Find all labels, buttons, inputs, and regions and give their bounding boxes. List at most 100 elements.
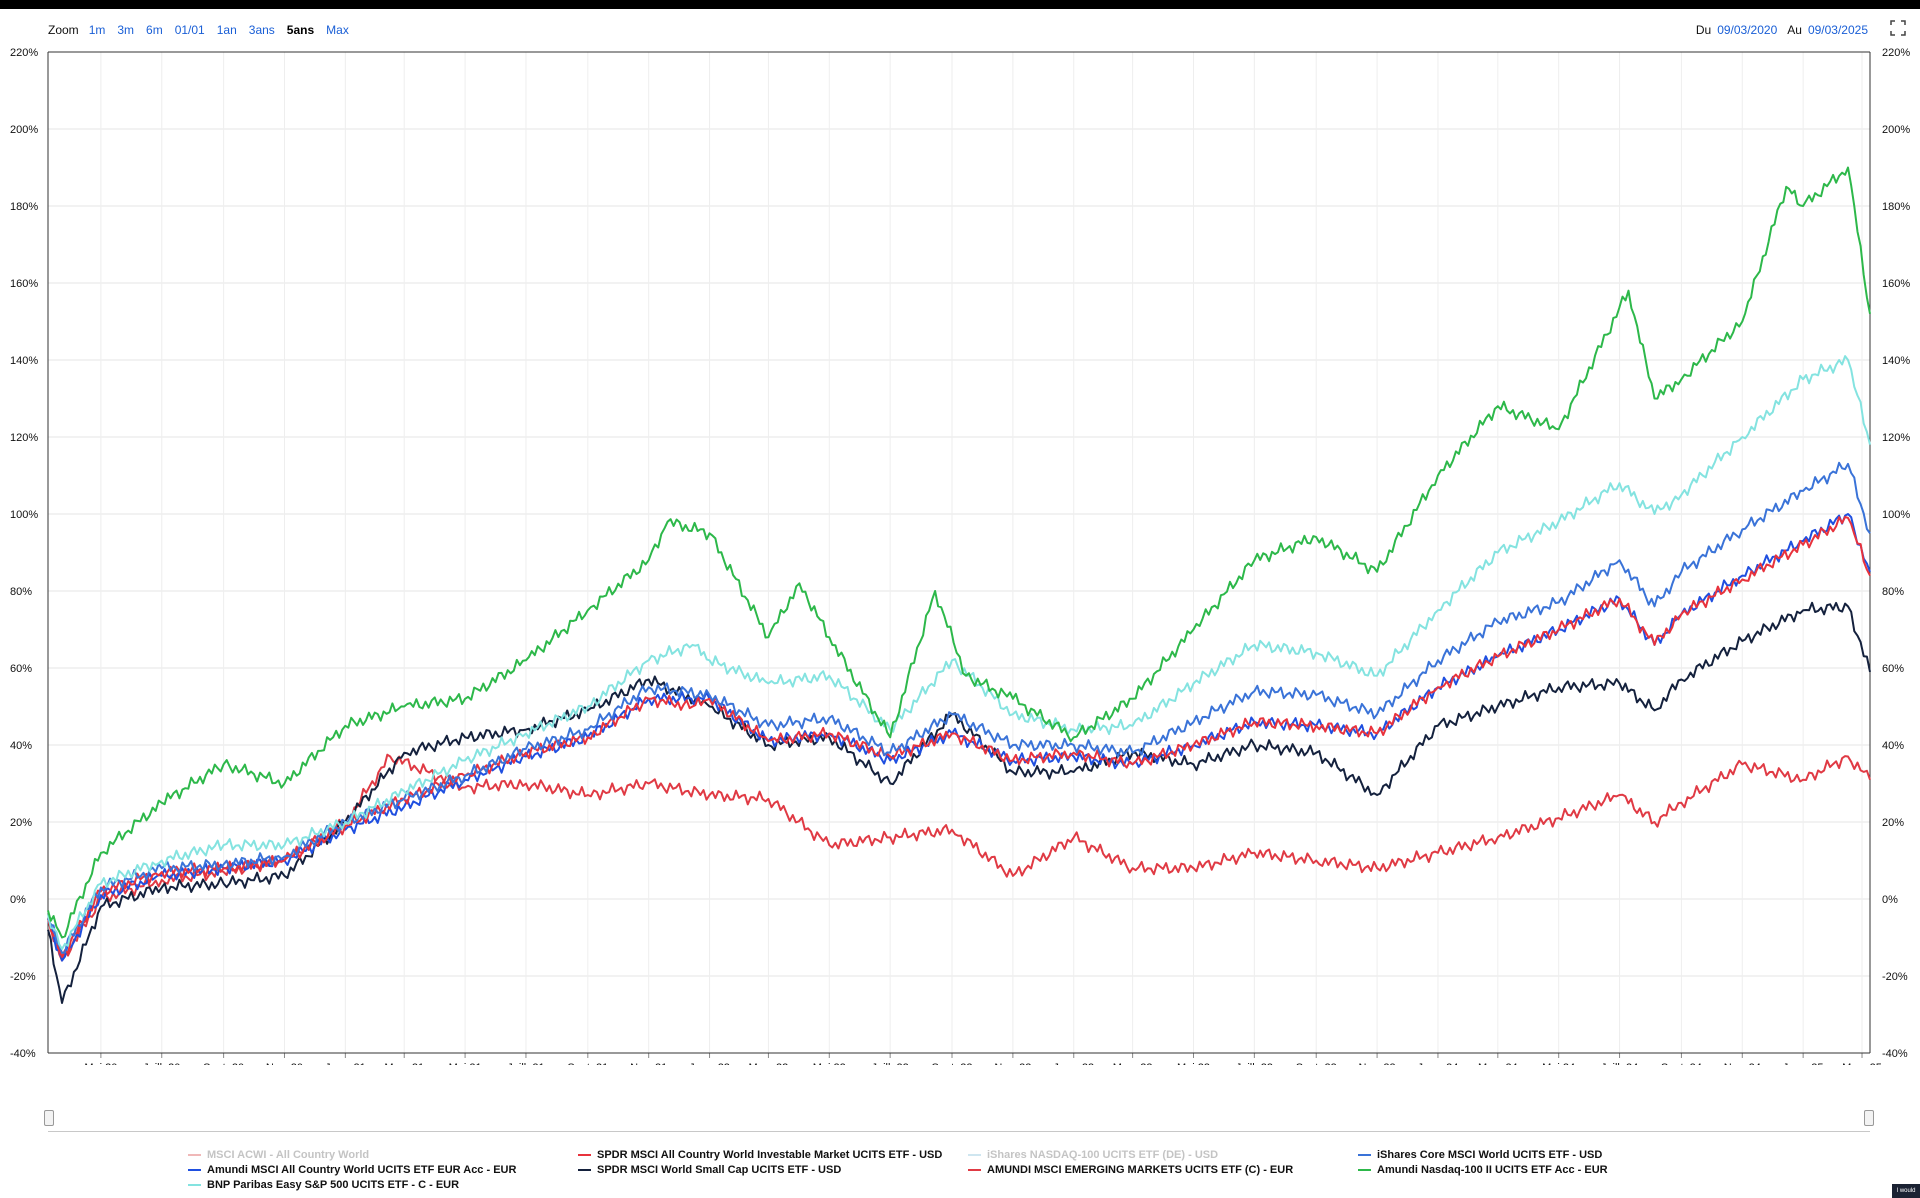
x-tick-label: Nov. 24 bbox=[1724, 1062, 1761, 1065]
x-tick-label: Nov. 22 bbox=[994, 1062, 1031, 1065]
y-tick-label-left: 40% bbox=[10, 740, 32, 752]
series-line bbox=[47, 513, 1871, 962]
x-tick-label: Juill. 24 bbox=[1601, 1062, 1638, 1065]
y-tick-label-right: 220% bbox=[1882, 47, 1910, 59]
to-label: Au bbox=[1787, 23, 1802, 37]
y-tick-label-left: 0% bbox=[10, 894, 26, 906]
y-tick-label-right: 80% bbox=[1882, 586, 1904, 598]
to-date-input[interactable]: 09/03/2025 bbox=[1807, 23, 1868, 37]
x-tick-label: Nov. 20 bbox=[266, 1062, 303, 1065]
y-tick-label-right: 100% bbox=[1882, 509, 1910, 521]
y-tick-label-right: 60% bbox=[1882, 663, 1904, 675]
x-tick-label: Sept. 20 bbox=[203, 1062, 244, 1065]
y-tick-label-right: 20% bbox=[1882, 817, 1904, 829]
chart-legend: MSCI ACWI - All Country World SPDR MSCI … bbox=[188, 1148, 1748, 1192]
x-tick-label: Mai 22 bbox=[813, 1062, 846, 1065]
zoom-1an-button[interactable]: 1an bbox=[216, 23, 237, 37]
y-tick-label-right: 0% bbox=[1882, 894, 1898, 906]
series-line bbox=[47, 461, 1871, 954]
y-tick-label-left: 220% bbox=[10, 47, 38, 59]
legend-swatch bbox=[188, 1169, 201, 1171]
range-navigator[interactable] bbox=[44, 1105, 1874, 1132]
legend-label: BNP Paribas Easy S&P 500 UCITS ETF - C -… bbox=[207, 1179, 460, 1191]
y-tick-label-right: -20% bbox=[1882, 971, 1908, 983]
series-line bbox=[47, 515, 1871, 958]
legend-item-spdr-small-cap[interactable]: SPDR MSCI World Small Cap UCITS ETF - US… bbox=[578, 1163, 968, 1177]
x-tick-label: Mars 24 bbox=[1478, 1062, 1518, 1065]
x-tick-label: Nov. 23 bbox=[1359, 1062, 1396, 1065]
performance-chart: 220% 220% 200% 200% 180% 180% 160% 160% 140% 140%… bbox=[10, 47, 1910, 1065]
legend-label: iShares Core MSCI World UCITS ETF - USD bbox=[1377, 1149, 1603, 1161]
y-tick-label-right: 180% bbox=[1882, 201, 1910, 213]
x-tick-label: Sept. 22 bbox=[932, 1062, 973, 1065]
navigator-right-handle[interactable] bbox=[1864, 1110, 1874, 1126]
zoom-3ans-button[interactable]: 3ans bbox=[248, 23, 275, 37]
y-tick-label-left: 180% bbox=[10, 201, 38, 213]
from-date-input[interactable]: 09/03/2020 bbox=[1717, 23, 1778, 37]
zoom-5ans-button[interactable]: 5ans bbox=[286, 23, 315, 37]
navigator-left-handle[interactable] bbox=[44, 1110, 54, 1126]
zoom-ytd-button[interactable]: 01/01 bbox=[174, 23, 205, 37]
legend-label: SPDR MSCI All Country World Investable M… bbox=[597, 1149, 943, 1161]
zoom-1m-button[interactable]: 1m bbox=[88, 23, 106, 37]
x-tick-label: Mai 20 bbox=[84, 1062, 117, 1065]
legend-label: Amundi Nasdaq-100 II UCITS ETF Acc - EUR bbox=[1377, 1164, 1608, 1176]
x-tick-label: Juill. 23 bbox=[1236, 1062, 1273, 1065]
x-tick-label: Janv. 24 bbox=[1418, 1062, 1459, 1065]
legend-swatch bbox=[578, 1169, 591, 1171]
legend-item-ishares-core-world[interactable]: iShares Core MSCI World UCITS ETF - USD bbox=[1358, 1148, 1748, 1162]
x-tick-label: Mars 23 bbox=[1113, 1062, 1153, 1065]
x-tick-label: Sept. 24 bbox=[1661, 1062, 1702, 1065]
zoom-3m-button[interactable]: 3m bbox=[117, 23, 135, 37]
x-tick-label: Mai 24 bbox=[1542, 1062, 1575, 1065]
y-tick-label-left: 80% bbox=[10, 586, 32, 598]
legend-item-bnp-sp500[interactable]: BNP Paribas Easy S&P 500 UCITS ETF - C -… bbox=[188, 1178, 578, 1192]
y-tick-label-right: -40% bbox=[1882, 1048, 1908, 1060]
legend-item-amundi-nasdaq[interactable]: Amundi Nasdaq-100 II UCITS ETF Acc - EUR bbox=[1358, 1163, 1748, 1177]
x-tick-label: Janv. 23 bbox=[1053, 1062, 1094, 1065]
y-tick-label-left: 100% bbox=[10, 509, 38, 521]
x-tick-label: Janv. 25 bbox=[1783, 1062, 1824, 1065]
zoom-label: Zoom bbox=[48, 23, 79, 37]
x-tick-label: Sept. 23 bbox=[1296, 1062, 1337, 1065]
zoom-max-button[interactable]: Max bbox=[326, 23, 349, 37]
zoom-6m-button[interactable]: 6m bbox=[146, 23, 163, 37]
legend-label: MSCI ACWI - All Country World bbox=[207, 1149, 370, 1161]
x-tick-label: Sept. 21 bbox=[567, 1062, 608, 1065]
x-tick-label: Mai 21 bbox=[449, 1062, 482, 1065]
y-tick-label-right: 120% bbox=[1882, 432, 1910, 444]
top-black-bar bbox=[0, 0, 1920, 9]
x-tick-label: Mai 23 bbox=[1177, 1062, 1210, 1065]
from-label: Du bbox=[1695, 23, 1712, 37]
y-tick-label-left: 60% bbox=[10, 663, 32, 675]
zoom-toolbar: Zoom 1m 3m 6m 01/01 1an 3ans 5ans Max bbox=[48, 21, 361, 39]
legend-item-msci-acwi[interactable]: MSCI ACWI - All Country World bbox=[188, 1148, 578, 1162]
x-tick-label: Juill. 22 bbox=[872, 1062, 909, 1065]
legend-swatch bbox=[188, 1154, 201, 1156]
y-tick-label-left: -20% bbox=[10, 971, 36, 983]
date-range-inputs: Du 09/03/2020 Au 09/03/2025 bbox=[1686, 21, 1868, 39]
y-tick-label-right: 160% bbox=[1882, 278, 1910, 290]
x-tick-label: Janv. 21 bbox=[325, 1062, 366, 1065]
x-tick-label: Mars 22 bbox=[749, 1062, 789, 1065]
series-line bbox=[47, 753, 1871, 962]
x-tick-label: Mars 21 bbox=[384, 1062, 424, 1065]
legend-label: Amundi MSCI All Country World UCITS ETF … bbox=[207, 1164, 517, 1176]
y-tick-label-left: -40% bbox=[10, 1048, 36, 1060]
y-tick-label-right: 40% bbox=[1882, 740, 1904, 752]
legend-item-amundi-em[interactable]: AMUNDI MSCI EMERGING MARKETS UCITS ETF (… bbox=[968, 1163, 1358, 1177]
y-tick-label-left: 140% bbox=[10, 355, 38, 367]
corner-badge: I would bbox=[1892, 1184, 1920, 1198]
legend-item-amundi-acwi[interactable]: Amundi MSCI All Country World UCITS ETF … bbox=[188, 1163, 578, 1177]
y-tick-label-right: 200% bbox=[1882, 124, 1910, 136]
x-tick-label: Nov. 21 bbox=[630, 1062, 667, 1065]
expand-icon[interactable] bbox=[1890, 20, 1906, 36]
legend-label: AMUNDI MSCI EMERGING MARKETS UCITS ETF (… bbox=[987, 1164, 1294, 1176]
legend-swatch bbox=[968, 1154, 981, 1156]
legend-item-ishares-nasdaq[interactable]: iShares NASDAQ-100 UCITS ETF (DE) - USD bbox=[968, 1148, 1358, 1162]
x-tick-label: Juill. 21 bbox=[507, 1062, 544, 1065]
legend-swatch bbox=[968, 1169, 981, 1171]
x-tick-label: Mars 25 bbox=[1842, 1062, 1882, 1065]
legend-item-spdr-acwi-imi[interactable]: SPDR MSCI All Country World Investable M… bbox=[578, 1148, 968, 1162]
legend-label: iShares NASDAQ-100 UCITS ETF (DE) - USD bbox=[987, 1149, 1219, 1161]
